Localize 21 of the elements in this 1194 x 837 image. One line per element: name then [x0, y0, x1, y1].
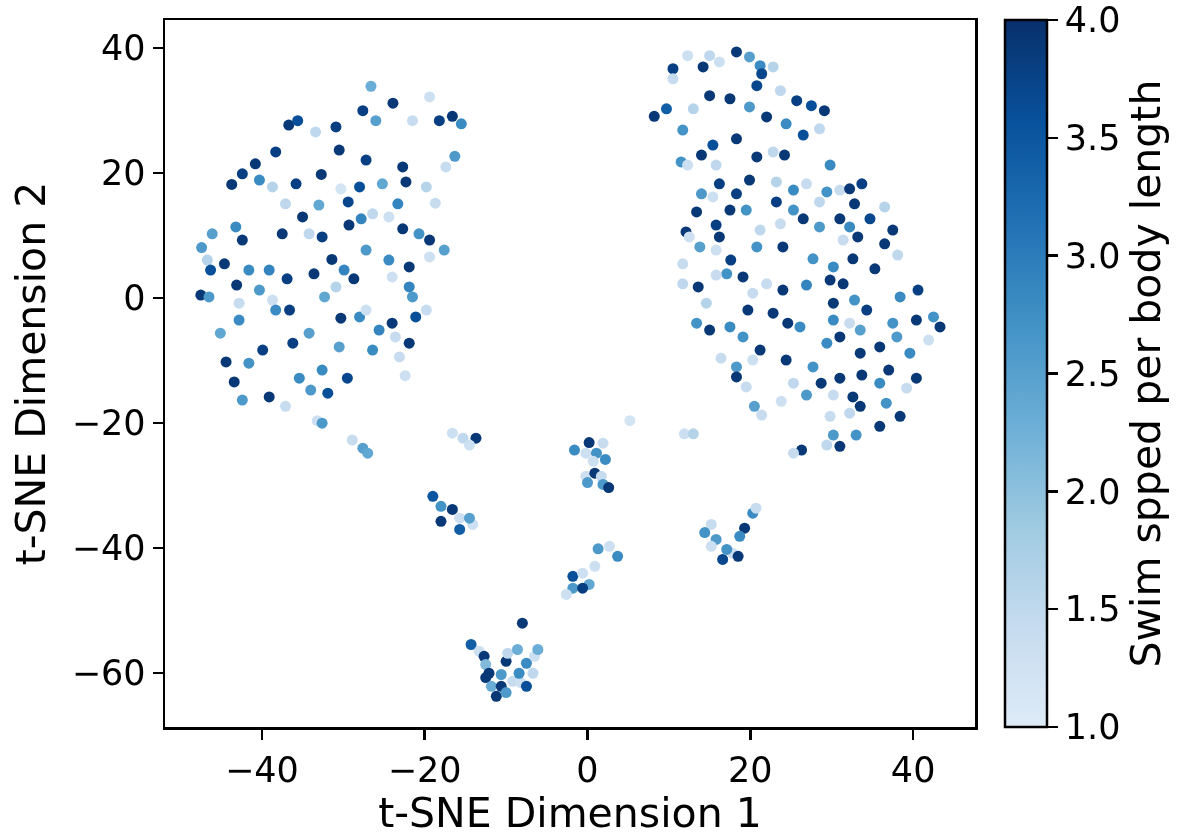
x-tick-label: 40 [890, 749, 936, 790]
y-tick-label: 40 [100, 28, 146, 69]
y-tick-label: −60 [71, 653, 146, 694]
color-bar-label: 1.5 [1064, 589, 1121, 630]
y-tick-label: −20 [71, 403, 146, 444]
color-bar-label: 2.5 [1064, 353, 1121, 394]
color-bar-title: Swim spped per body length [1122, 79, 1171, 668]
y-tick-label: −40 [71, 528, 146, 569]
x-tick-label: 20 [728, 749, 773, 790]
color-bar-label: 3.5 [1064, 118, 1121, 159]
color-bar-label: 4.0 [1064, 0, 1121, 41]
color-bar-label: 3.0 [1064, 235, 1121, 276]
color-bar-label: 1.0 [1064, 707, 1121, 748]
x-tick-label: −40 [224, 749, 299, 790]
y-tick-label: 20 [100, 153, 146, 194]
color-bar-label: 2.0 [1064, 471, 1121, 512]
y-axis-title: t-SNE Dimension 2 [6, 181, 55, 566]
x-tick-label: −20 [387, 749, 462, 790]
x-axis-title: t-SNE Dimension 1 [378, 789, 762, 837]
y-tick-label: 0 [123, 278, 146, 319]
x-tick-label: 0 [576, 749, 599, 790]
